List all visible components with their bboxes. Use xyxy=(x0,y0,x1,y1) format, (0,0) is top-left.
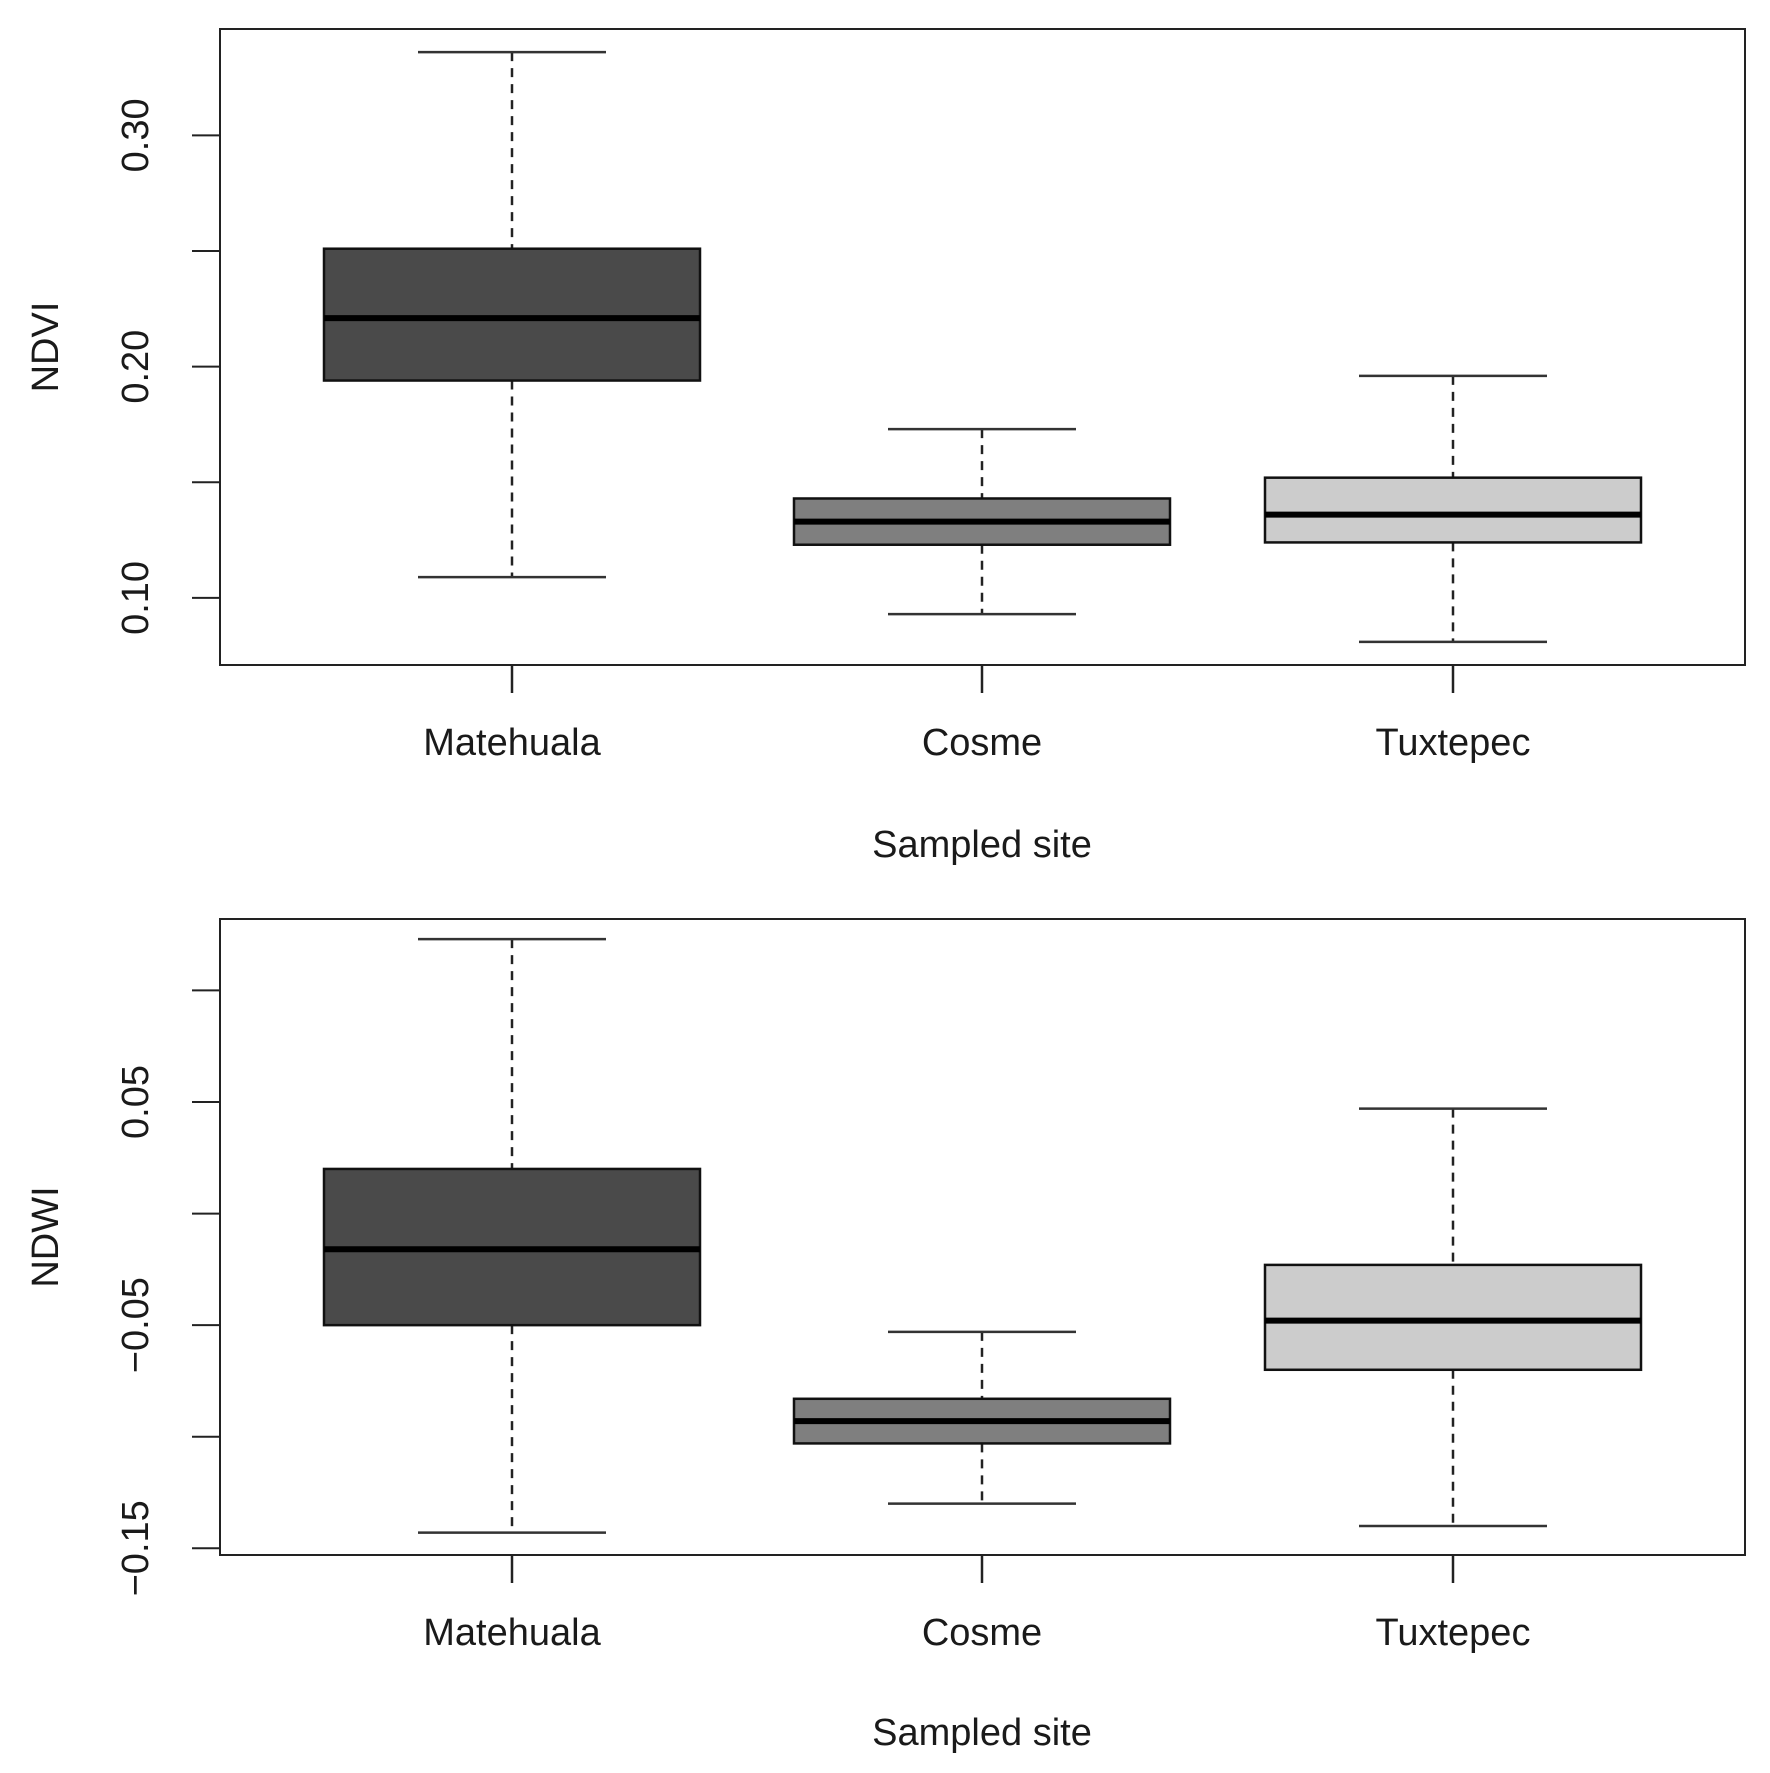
y-axis-title: NDWI xyxy=(25,1186,67,1287)
box-cosme xyxy=(792,427,1172,616)
box-matehuala xyxy=(322,937,702,1534)
y-tick-label: 0.10 xyxy=(115,561,157,635)
box-matehuala xyxy=(322,50,702,579)
y-tick-label: −0.15 xyxy=(115,1500,157,1596)
y-tick-label: −0.05 xyxy=(115,1277,157,1373)
x-axis-title: Sampled site xyxy=(872,1712,1092,1754)
iqr-box xyxy=(1263,1263,1643,1372)
x-tick-label-cosme: Cosme xyxy=(922,722,1042,764)
x-tick-label-tuxtepec: Tuxtepec xyxy=(1376,1612,1531,1654)
x-tick-label-matehuala: Matehuala xyxy=(423,722,601,764)
iqr-box xyxy=(1263,476,1643,544)
x-tick-label-tuxtepec: Tuxtepec xyxy=(1376,722,1531,764)
box-tuxtepec xyxy=(1263,374,1643,644)
y-tick-label: 0.05 xyxy=(115,1065,157,1139)
x-tick-label-matehuala: Matehuala xyxy=(423,1612,601,1654)
iqr-box xyxy=(322,247,702,382)
y-axis-title: NDVI xyxy=(25,302,67,393)
y-tick-label: 0.30 xyxy=(115,98,157,172)
ndvi-boxplot-panel: 0.10 0.20 0.30 Matehuala Cosme Tuxtepec Samp… xyxy=(25,28,1746,866)
box-cosme xyxy=(792,1330,1172,1505)
x-axis-title: Sampled site xyxy=(872,824,1092,866)
x-tick-label-cosme: Cosme xyxy=(922,1612,1042,1654)
y-tick-label: 0.20 xyxy=(115,330,157,404)
ndwi-boxplot-panel: −0.15 −0.05 0.05 Matehuala Cosme Tuxtepec Sa… xyxy=(25,918,1746,1754)
box-tuxtepec xyxy=(1263,1107,1643,1528)
